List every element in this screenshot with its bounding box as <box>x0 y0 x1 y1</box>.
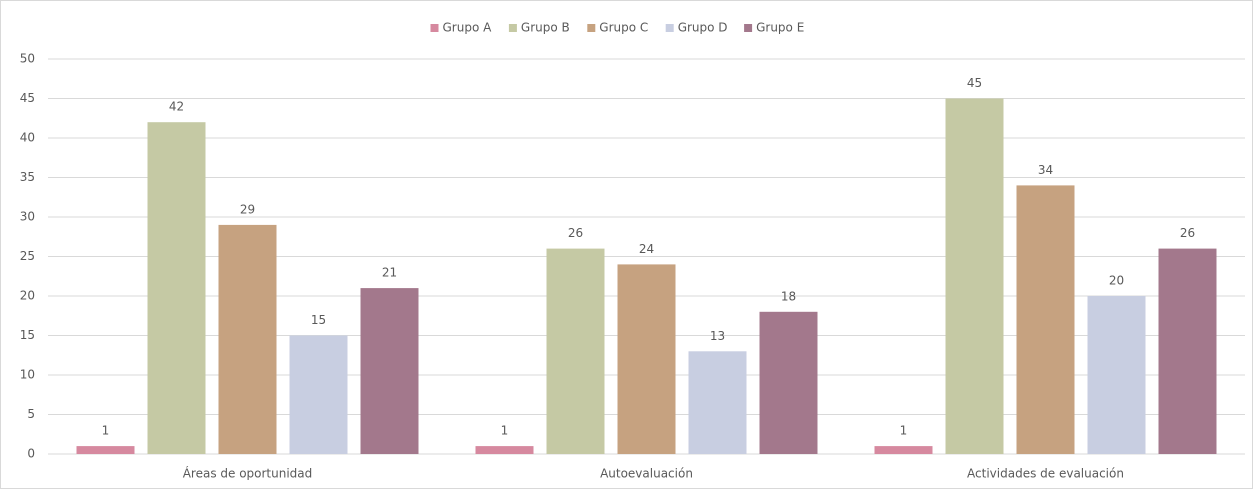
data-label: 42 <box>169 100 184 114</box>
legend-swatch <box>430 24 439 32</box>
y-tick-label: 10 <box>20 368 35 382</box>
bar <box>475 446 534 454</box>
legend-swatch <box>744 24 753 32</box>
data-label: 15 <box>311 313 326 327</box>
data-label: 18 <box>781 289 796 303</box>
y-tick-label: 15 <box>20 328 35 342</box>
legend-label: Grupo C <box>599 21 648 35</box>
y-tick-label: 50 <box>20 52 35 66</box>
bar <box>1087 296 1146 454</box>
legend: Grupo A Grupo B Grupo C Grupo D Grupo E <box>430 21 804 35</box>
bar <box>76 446 135 454</box>
bar <box>688 351 747 454</box>
y-tick-label: 45 <box>20 91 35 105</box>
y-tick-label: 30 <box>20 210 35 224</box>
data-label: 21 <box>382 266 397 280</box>
y-tick-label: 5 <box>27 407 35 421</box>
data-label: 24 <box>639 242 654 256</box>
bar <box>289 335 348 454</box>
data-label: 26 <box>568 226 583 240</box>
data-label: 45 <box>967 76 982 90</box>
data-label: 29 <box>240 202 255 216</box>
bar <box>147 122 206 454</box>
legend-label: Grupo A <box>443 21 493 35</box>
bar <box>546 248 605 454</box>
legend-label: Grupo E <box>756 21 804 35</box>
y-tick-label: 25 <box>20 249 35 263</box>
x-tick-label: Actividades de evaluación <box>967 467 1124 481</box>
bar <box>759 311 818 454</box>
data-label: 1 <box>900 424 908 438</box>
bar <box>360 288 419 454</box>
data-label: 20 <box>1109 274 1124 288</box>
x-tick-label: Áreas de oportunidad <box>183 466 313 481</box>
y-tick-label: 40 <box>20 131 35 145</box>
data-label: 1 <box>102 424 110 438</box>
data-label: 26 <box>1180 226 1195 240</box>
bar <box>945 98 1004 454</box>
bar <box>218 224 277 454</box>
bar <box>1016 185 1075 454</box>
legend-label: Grupo B <box>521 21 570 35</box>
data-label: 13 <box>710 329 725 343</box>
bar <box>617 264 676 454</box>
y-tick-label: 0 <box>27 447 35 461</box>
legend-swatch <box>587 24 596 32</box>
legend-swatch <box>508 24 517 32</box>
bar <box>1158 248 1217 454</box>
data-label: 34 <box>1038 163 1053 177</box>
legend-label: Grupo D <box>678 21 728 35</box>
data-label: 1 <box>501 424 509 438</box>
x-tick-label: Autoevaluación <box>600 467 693 481</box>
bar <box>874 446 933 454</box>
y-tick-label: 35 <box>20 170 35 184</box>
legend-swatch <box>665 24 674 32</box>
y-tick-label: 20 <box>20 289 35 303</box>
